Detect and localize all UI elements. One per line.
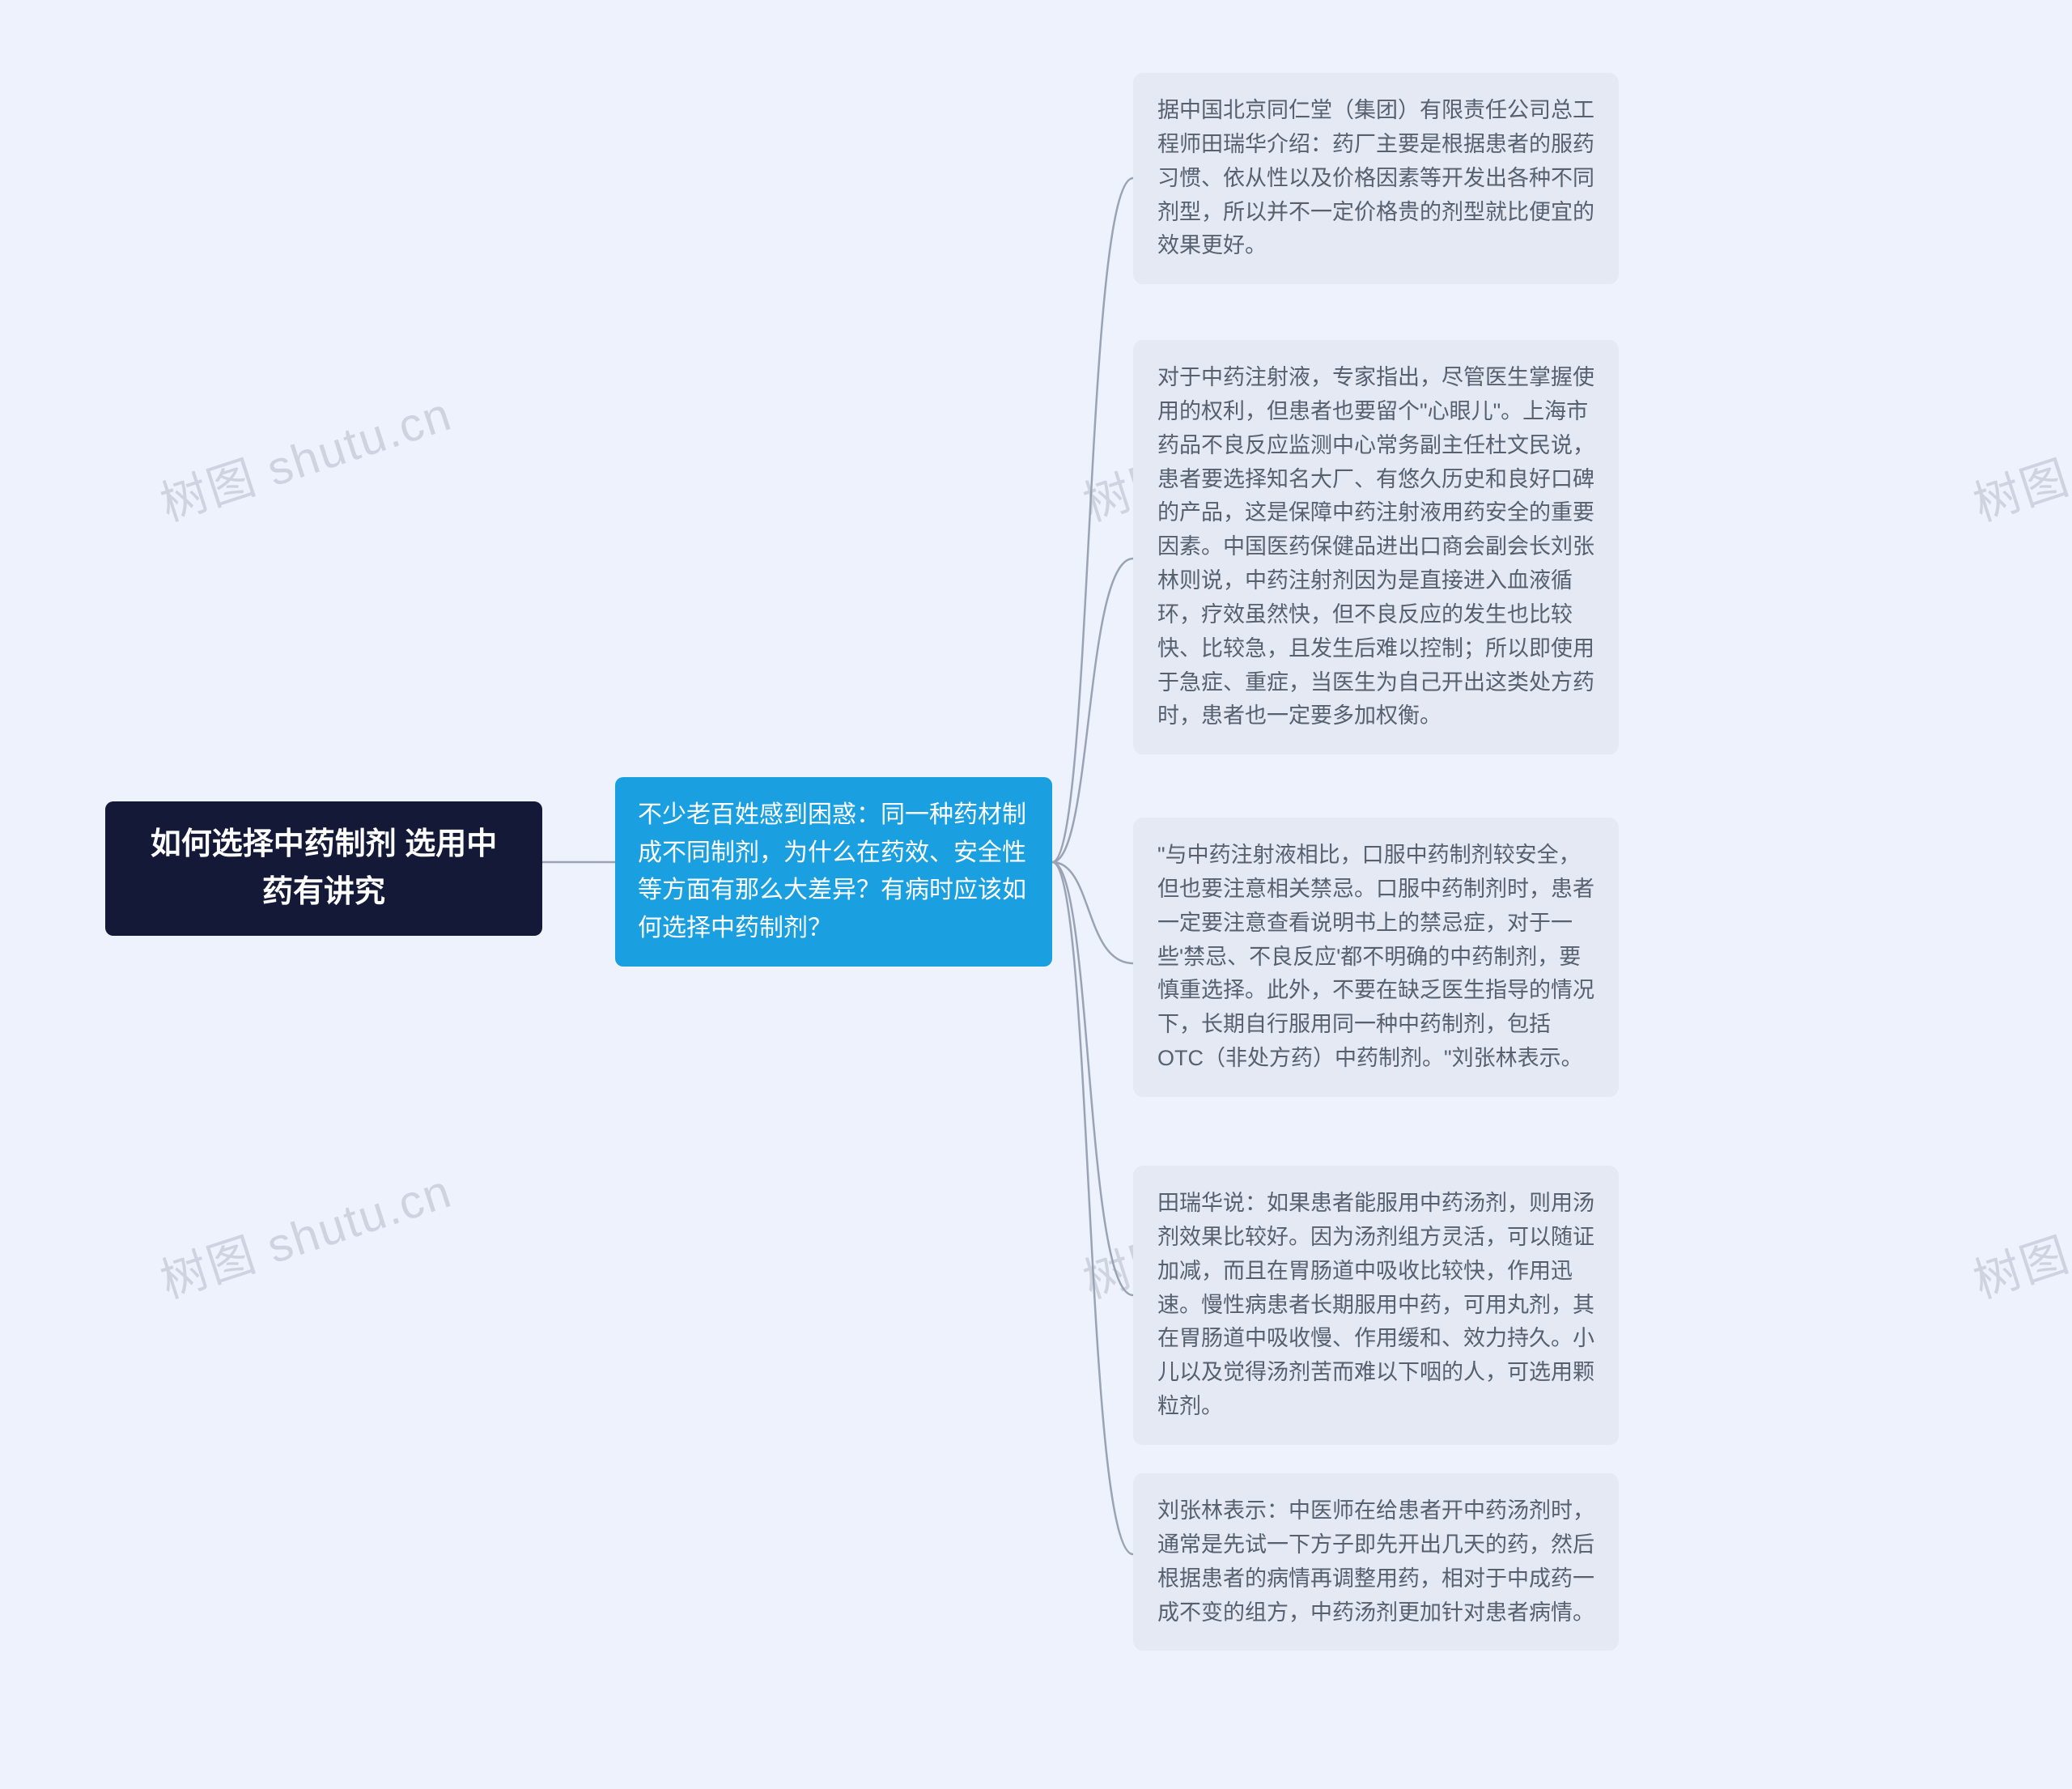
watermark: 树图 shutu.cn — [151, 376, 459, 533]
leaf-text: "与中药注射液相比，口服中药制剂较安全，但也要注意相关禁忌。口服中药制剂时，患者… — [1157, 843, 1594, 1070]
watermark: 树图 shutu.cn — [151, 1153, 459, 1311]
leaf-node-3[interactable]: "与中药注射液相比，口服中药制剂较安全，但也要注意相关禁忌。口服中药制剂时，患者… — [1133, 818, 1619, 1097]
root-node[interactable]: 如何选择中药制剂 选用中 药有讲究 — [105, 801, 542, 936]
leaf-node-1[interactable]: 据中国北京同仁堂（集团）有限责任公司总工程师田瑞华介绍：药厂主要是根据患者的服药… — [1133, 73, 1619, 284]
watermark: 树图 shutu.cn — [1964, 1153, 2072, 1311]
watermark: 树图 shutu.cn — [1964, 376, 2072, 533]
leaf-text: 对于中药注射液，专家指出，尽管医生掌握使用的权利，但患者也要留个"心眼儿"。上海… — [1157, 365, 1594, 728]
leaf-text: 田瑞华说：如果患者能服用中药汤剂，则用汤剂效果比较好。因为汤剂组方灵活，可以随证… — [1157, 1191, 1594, 1418]
leaf-node-2[interactable]: 对于中药注射液，专家指出，尽管医生掌握使用的权利，但患者也要留个"心眼儿"。上海… — [1133, 340, 1619, 754]
leaf-text: 刘张林表示：中医师在给患者开中药汤剂时，通常是先试一下方子即先开出几天的药，然后… — [1157, 1498, 1594, 1625]
root-line-1: 如何选择中药制剂 选用中 — [128, 821, 520, 869]
leaf-node-5[interactable]: 刘张林表示：中医师在给患者开中药汤剂时，通常是先试一下方子即先开出几天的药，然后… — [1133, 1473, 1619, 1651]
leaf-text: 据中国北京同仁堂（集团）有限责任公司总工程师田瑞华介绍：药厂主要是根据患者的服药… — [1157, 98, 1594, 257]
mindmap-canvas: 树图 shutu.cn 树图 shutu.cn 树图 shutu.cn 树图 s… — [0, 0, 2072, 1789]
branch-text: 不少老百姓感到困惑：同一种药材制成不同制剂，为什么在药效、安全性等方面有那么大差… — [638, 801, 1026, 941]
leaf-node-4[interactable]: 田瑞华说：如果患者能服用中药汤剂，则用汤剂效果比较好。因为汤剂组方灵活，可以随证… — [1133, 1166, 1619, 1445]
root-line-2: 药有讲究 — [128, 869, 520, 916]
branch-node[interactable]: 不少老百姓感到困惑：同一种药材制成不同制剂，为什么在药效、安全性等方面有那么大差… — [615, 777, 1052, 967]
